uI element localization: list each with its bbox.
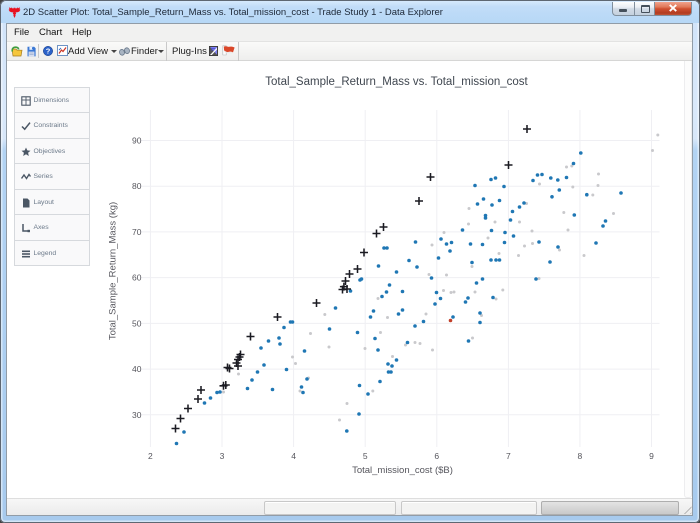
svg-text:50: 50 [132, 318, 142, 328]
svg-text:9: 9 [649, 451, 654, 461]
svg-text:30: 30 [132, 410, 142, 420]
svg-text:6: 6 [434, 451, 439, 461]
svg-text:4: 4 [291, 451, 296, 461]
svg-text:70: 70 [132, 227, 142, 237]
svg-text:2: 2 [148, 451, 153, 461]
svg-text:8: 8 [578, 451, 583, 461]
svg-text:?: ? [46, 46, 51, 55]
svg-text:80: 80 [132, 181, 142, 191]
svg-text:Total_Sample_Return_Mass vs. T: Total_Sample_Return_Mass vs. Total_missi… [265, 76, 528, 88]
svg-text:Total_mission_cost ($B): Total_mission_cost ($B) [352, 465, 453, 476]
svg-text:60: 60 [132, 273, 142, 283]
svg-text:7: 7 [506, 451, 511, 461]
svg-text:Total_Sample_Return_Mass (kg): Total_Sample_Return_Mass (kg) [108, 202, 119, 340]
svg-text:90: 90 [132, 136, 142, 146]
svg-text:3: 3 [220, 451, 225, 461]
svg-text:5: 5 [363, 451, 368, 461]
svg-text:40: 40 [132, 364, 142, 374]
